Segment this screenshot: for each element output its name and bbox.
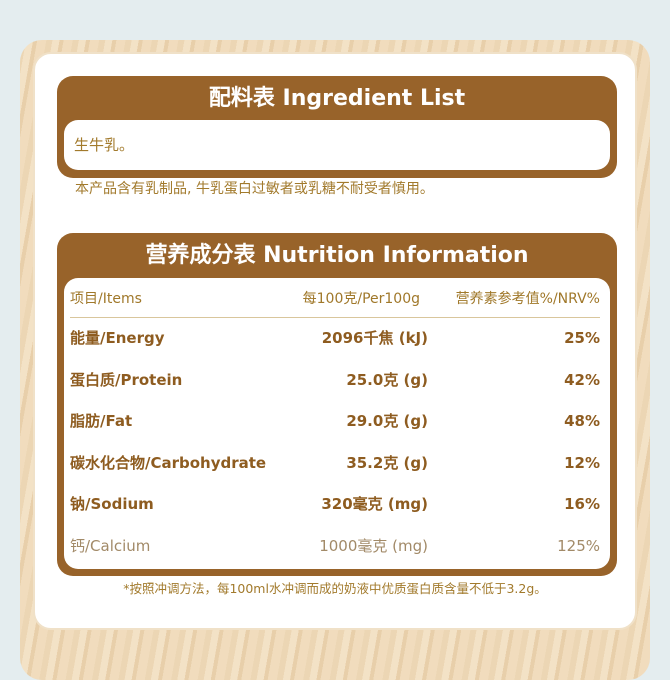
- per100g-value: 1000毫克 (mg): [319, 536, 428, 555]
- header-per100g: 每100克/Per100g: [302, 291, 420, 307]
- header-items: 项目/Items: [70, 291, 142, 307]
- item-name: 钙/Calcium: [70, 536, 151, 555]
- per100g-value: 2096千焦 (kJ): [321, 329, 428, 347]
- per100g-value: 25.0克 (g): [346, 370, 428, 389]
- table-row: 脂肪/Fat 29.0克 (g) 48%: [70, 401, 600, 442]
- nrv-value: 16%: [564, 495, 600, 513]
- item-name: 脂肪/Fat: [70, 412, 133, 430]
- table-row: 蛋白质/Protein 25.0克 (g) 42%: [70, 360, 600, 401]
- table-header: 项目/Items 每100克/Per100g 营养素参考值%/NRV%: [70, 278, 600, 318]
- nutrition-table: 项目/Items 每100克/Per100g 营养素参考值%/NRV% 能量/E…: [64, 278, 610, 569]
- nrv-value: 48%: [564, 412, 600, 430]
- item-name: 碳水化合物/Carbohydrate: [70, 453, 267, 472]
- ingredient-list-box: 配料表 Ingredient List 生牛乳。: [57, 76, 617, 178]
- table-row: 钙/Calcium 1000毫克 (mg) 125%: [70, 526, 600, 567]
- ingredient-title: 配料表 Ingredient List: [208, 86, 466, 111]
- header-nrv: 营养素参考值%/NRV%: [455, 291, 600, 307]
- nutrition-title: 营养成分表 Nutrition Information: [145, 243, 529, 268]
- per100g-value: 35.2克 (g): [346, 453, 428, 472]
- item-name: 能量/Energy: [70, 329, 165, 347]
- item-name: 钠/Sodium: [70, 495, 154, 513]
- nrv-value: 12%: [564, 453, 600, 472]
- nrv-value: 25%: [564, 329, 600, 347]
- per100g-value: 320毫克 (mg): [321, 495, 428, 513]
- ingredient-content: 生牛乳。: [64, 120, 610, 170]
- table-row: 钠/Sodium 320毫克 (mg) 16%: [70, 484, 600, 525]
- item-name: 蛋白质/Protein: [70, 370, 183, 389]
- nrv-value: 42%: [564, 370, 600, 389]
- nutrition-box: 营养成分表 Nutrition Information 项目/Items 每10…: [57, 233, 617, 576]
- table-row: 碳水化合物/Carbohydrate 35.2克 (g) 12%: [70, 443, 600, 484]
- nrv-value: 125%: [557, 536, 600, 555]
- allergen-note: 本产品含有乳制品, 牛乳蛋白过敏者或乳糖不耐受者慎用。: [75, 181, 434, 197]
- footnote: *按照冲调方法，每100ml水冲调而成的奶液中优质蛋白质含量不低于3.2g。: [123, 581, 547, 596]
- per100g-value: 29.0克 (g): [346, 412, 428, 430]
- table-row: 能量/Energy 2096千焦 (kJ) 25%: [70, 318, 600, 359]
